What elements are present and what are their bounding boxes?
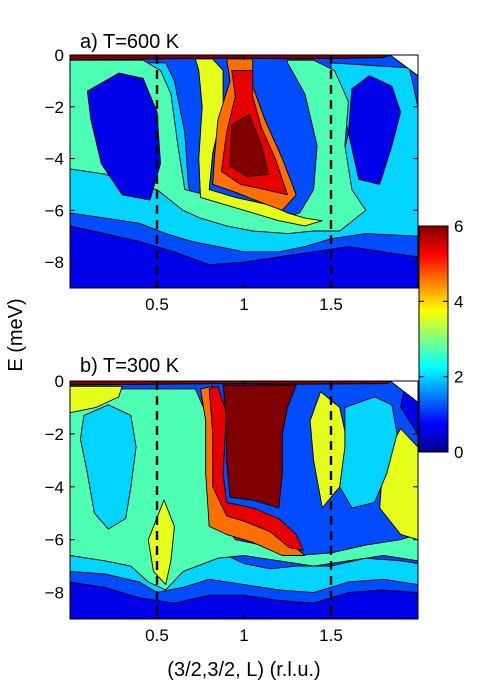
y-tick-label: −8	[45, 584, 64, 603]
colorbar-ticks: 0 2 4 6	[419, 217, 463, 462]
x-tick-label: 1.5	[319, 626, 343, 645]
colorbar-tick-label: 0	[454, 443, 463, 462]
y-tick-label: 0	[55, 372, 64, 391]
contour-region-5	[309, 391, 349, 509]
panel-a-frame	[69, 54, 419, 289]
y-axis-label: E (meV)	[5, 298, 27, 371]
x-axis-label: (3/2,3/2, L) (r.l.u.)	[167, 659, 320, 681]
contour-region-3	[86, 72, 161, 201]
panel-b: 0.5 1 1.5 0 −2 −4 −6 −8 b) T=300 K	[45, 355, 419, 645]
contour-region-10	[339, 396, 398, 509]
contour-region-12	[208, 385, 304, 551]
colorbar-gradient	[418, 225, 449, 453]
panel-a-label: a) T=600 K	[80, 31, 180, 53]
panel-b-contours	[70, 381, 418, 619]
no-data-corner	[389, 55, 418, 77]
panel-b-frame	[69, 380, 419, 620]
panel-a: 0.5 1 1.5 0 −2 −4 −6 −8 a) T=600 K	[45, 31, 419, 314]
no-data-corner	[389, 381, 418, 403]
x-tick-label: 0.5	[145, 295, 169, 314]
colorbar-tick-label: 6	[454, 217, 463, 236]
panel-b-marks: 0.5 1 1.5 0 −2 −4 −6 −8	[45, 372, 418, 645]
x-tick-label: 1	[239, 626, 248, 645]
contour-region-8	[229, 114, 269, 178]
x-tick-label: 0.5	[145, 626, 169, 645]
y-tick-label: −6	[45, 201, 64, 220]
x-tick-label: 1	[239, 295, 248, 314]
colorbar: 0 2 4 6	[418, 217, 463, 462]
x-tick-label: 1.5	[319, 295, 343, 314]
panel-a-marks: 0.5 1 1.5 0 −2 −4 −6 −8	[45, 46, 418, 314]
contour-region-13	[222, 384, 297, 509]
panel-b-label: b) T=300 K	[80, 355, 180, 377]
y-tick-label: −4	[45, 478, 64, 497]
y-tick-label: −4	[45, 150, 64, 169]
panel-a-contours	[70, 55, 418, 288]
colorbar-tick-label: 2	[454, 368, 463, 387]
y-tick-label: −2	[45, 98, 64, 117]
contour-region-5	[194, 58, 323, 227]
contour-region-4	[147, 499, 175, 586]
contour-region-9	[79, 404, 137, 530]
contour-region-3	[70, 385, 123, 414]
y-tick-label: −6	[45, 531, 64, 550]
contour-region-4	[347, 75, 402, 185]
colorbar-tick-label: 4	[454, 292, 463, 311]
y-tick-label: −8	[45, 253, 64, 272]
y-tick-label: −2	[45, 425, 64, 444]
y-tick-label: 0	[55, 46, 64, 65]
